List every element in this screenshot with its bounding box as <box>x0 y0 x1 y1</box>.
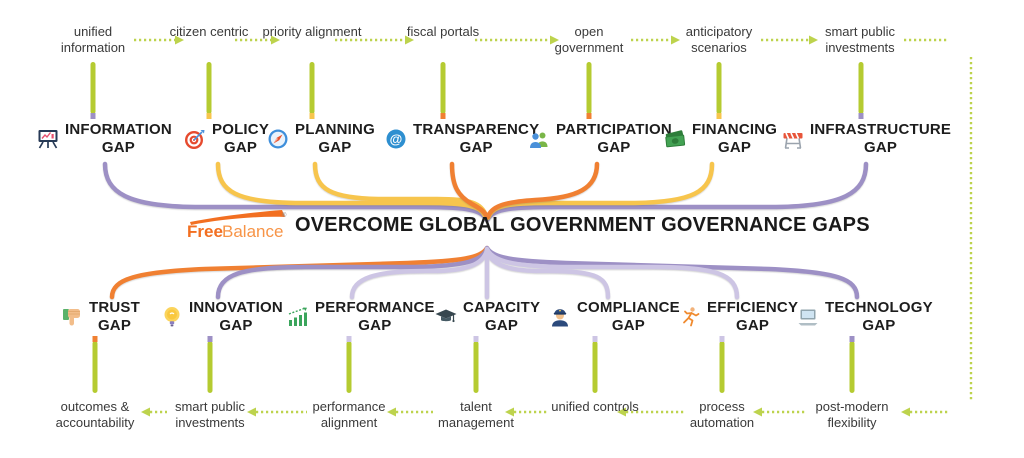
dotted-arrowheads <box>141 35 910 417</box>
presentation-board-icon <box>38 130 58 149</box>
svg-text:®: ® <box>282 212 287 219</box>
gap-innovation: INNOVATION GAP <box>160 299 283 335</box>
laptop-icon <box>798 309 818 326</box>
gap-planning: PLANNING GAP <box>266 121 375 157</box>
gap-technology: TECHNOLOGY GAP <box>796 299 933 335</box>
top-curves-orange <box>449 161 600 220</box>
gap-participation: PARTICIPATION GAP <box>527 121 672 157</box>
flow-step-process-automation: process automation <box>689 399 755 430</box>
gap-trust: TRUST GAP <box>60 299 140 335</box>
top-curves-purple <box>102 161 869 223</box>
flow-step-open-government: open government <box>554 24 624 55</box>
gap-infrastructure: INFRASTRUCTURE GAP <box>781 121 951 157</box>
flow-step-anticipatory-scenarios: anticipatory scenarios <box>685 24 753 55</box>
bottom-curves-lavender <box>349 246 740 300</box>
gap-capacity: CAPACITY GAP <box>434 299 540 335</box>
gap-financing: FINANCING GAP <box>663 121 777 157</box>
bottom-curve-orange <box>109 245 490 300</box>
freebalance-logo: Free Balance ® <box>187 210 287 241</box>
thumbs-down-icon <box>63 309 80 326</box>
flow-step-smart-public-investments: smart public investments <box>824 24 896 55</box>
growth-chart-icon <box>288 307 307 326</box>
construction-barrier-icon <box>783 132 803 149</box>
police-officer-icon <box>552 309 568 327</box>
gap-compliance: COMPLIANCE GAP <box>548 299 680 335</box>
people-icon <box>530 132 548 148</box>
gap-transparency: @ TRANSPARENCY GAP <box>384 121 539 157</box>
flow-step-unified-information: unified information <box>60 24 126 55</box>
banknotes-icon <box>665 130 686 148</box>
flow-step-post-modern-flexibility: post-modern flexibility <box>815 399 889 430</box>
compass-icon <box>268 129 288 149</box>
gap-efficiency: EFFICIENCY GAP <box>678 299 798 335</box>
flow-step-unified-controls: unified controls <box>551 399 639 414</box>
gap-policy: POLICY GAP <box>183 121 269 157</box>
svg-text:Free: Free <box>187 222 223 241</box>
flow-step-priority-alignment: priority alignment <box>262 24 362 39</box>
flow-step-citizen-centric: citizen centric <box>169 24 249 39</box>
lightbulb-icon <box>164 307 180 327</box>
gap-information: INFORMATION GAP <box>36 121 172 157</box>
at-sign-icon: @ <box>386 129 406 149</box>
svg-text:Balance: Balance <box>222 222 283 241</box>
flow-step-fiscal-portals: fiscal portals <box>406 24 480 39</box>
dotted-flow-lines <box>134 38 973 414</box>
target-icon <box>185 130 205 149</box>
gap-performance: PERFORMANCE GAP <box>286 299 435 335</box>
graduation-cap-icon <box>435 309 457 323</box>
svg-text:@: @ <box>390 132 403 147</box>
page-title: OVERCOME GLOBAL GOVERNMENT GOVERNANCE GA… <box>295 213 870 236</box>
title-row: Free Balance ® OVERCOME GLOBAL GOVERNMEN… <box>186 209 870 241</box>
gap-bars <box>90 62 864 393</box>
flow-step-talent-management: talent management <box>438 399 514 430</box>
flow-step-smart-public-investments-2: smart public investments <box>174 399 246 430</box>
bottom-curves-purple <box>215 245 860 300</box>
bar-color-tips <box>90 113 864 342</box>
runner-icon <box>683 307 700 327</box>
flow-step-outcomes-accountability: outcomes & accountability <box>55 399 135 430</box>
flow-step-performance-alignment: performance alignment <box>312 399 386 430</box>
